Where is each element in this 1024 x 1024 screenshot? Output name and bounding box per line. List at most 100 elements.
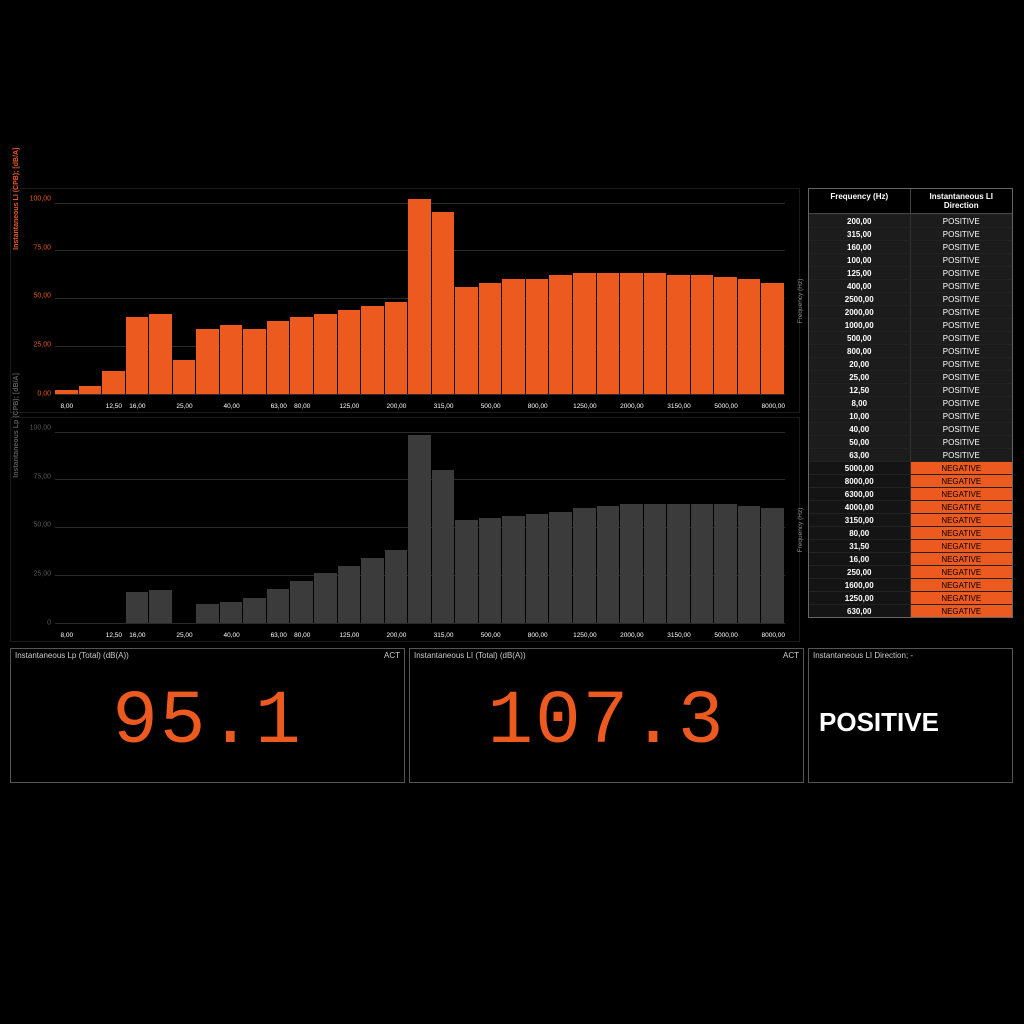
x-tick: 1250,00: [573, 632, 597, 639]
spectrum-bar: [502, 279, 525, 394]
table-row[interactable]: 16,00NEGATIVE: [809, 552, 1012, 565]
lp-spectrum-chart[interactable]: Instantaneous Lp (CPB); [dB/A] 025,0050,…: [10, 417, 800, 642]
x-tick: 63,00: [271, 632, 287, 639]
table-row[interactable]: 12,50POSITIVE: [809, 383, 1012, 396]
table-row[interactable]: 400,00POSITIVE: [809, 279, 1012, 292]
lp-total-readout[interactable]: Instantaneous Lp (Total) (dB(A)) ACT 95.…: [10, 648, 405, 783]
spectrum-bar: [102, 371, 125, 394]
spectrum-bar: [738, 279, 761, 394]
table-row[interactable]: 100,00POSITIVE: [809, 253, 1012, 266]
cell-frequency: 1000,00: [809, 318, 911, 331]
spectrum-bar: [267, 589, 290, 623]
table-row[interactable]: 2000,00POSITIVE: [809, 305, 1012, 318]
table-row[interactable]: 1250,00NEGATIVE: [809, 591, 1012, 604]
table-row[interactable]: 8000,00NEGATIVE: [809, 474, 1012, 487]
cell-frequency: 100,00: [809, 253, 911, 266]
spectrum-bar: [597, 273, 620, 394]
spectrum-bar: [691, 504, 714, 623]
cell-direction: NEGATIVE: [911, 604, 1013, 617]
spectrum-bar: [549, 512, 572, 623]
x-tick: 25,00: [176, 632, 192, 639]
table-row[interactable]: 1600,00NEGATIVE: [809, 578, 1012, 591]
spectrum-bar: [173, 360, 196, 394]
table-row[interactable]: 5000,00NEGATIVE: [809, 461, 1012, 474]
spectrum-bar: [714, 504, 737, 623]
table-row[interactable]: 630,00NEGATIVE: [809, 604, 1012, 617]
y-tick: 75,00: [33, 244, 51, 251]
cell-direction: POSITIVE: [911, 409, 1013, 422]
li-total-readout[interactable]: Instantaneous LI (Total) (dB(A)) ACT 107…: [409, 648, 804, 783]
cell-frequency: 1600,00: [809, 578, 911, 591]
direction-table[interactable]: Frequency (Hz) Instantaneous LI Directio…: [808, 188, 1013, 618]
table-header-frequency[interactable]: Frequency (Hz): [809, 189, 911, 214]
spectrum-bar: [761, 283, 784, 394]
chart-top-xticks: 8,0012,5016,0025,0040,0063,0080,00125,00…: [55, 396, 785, 410]
spectrum-bar: [644, 273, 667, 394]
li-spectrum-chart[interactable]: Instantaneous LI (CPB); [dB/A] 0,0025,00…: [10, 188, 800, 413]
li-readout-badge: ACT: [783, 651, 799, 660]
cell-frequency: 8000,00: [809, 474, 911, 487]
cell-direction: NEGATIVE: [911, 539, 1013, 552]
cell-direction: POSITIVE: [911, 383, 1013, 396]
cell-direction: POSITIVE: [911, 214, 1013, 227]
table-row[interactable]: 6300,00NEGATIVE: [809, 487, 1012, 500]
x-tick: 315,00: [434, 403, 454, 410]
spectrum-bar: [220, 325, 243, 394]
y-tick: 25,00: [33, 342, 51, 349]
spectrum-bar: [455, 287, 478, 394]
table-row[interactable]: 315,00POSITIVE: [809, 227, 1012, 240]
x-tick: 200,00: [386, 632, 406, 639]
x-tick: 12,50: [106, 403, 122, 410]
spectrum-bar: [597, 506, 620, 623]
spectrum-bar: [432, 470, 455, 623]
spectrum-bar: [290, 317, 313, 394]
table-row[interactable]: 80,00NEGATIVE: [809, 526, 1012, 539]
table-row[interactable]: 31,50NEGATIVE: [809, 539, 1012, 552]
cell-direction: POSITIVE: [911, 435, 1013, 448]
x-tick: 8,00: [60, 403, 73, 410]
spectrum-bar: [126, 317, 149, 394]
spectrum-bar: [314, 573, 337, 623]
table-row[interactable]: 200,00POSITIVE: [809, 214, 1012, 227]
chart-top-right-label: Frequency (Hz): [797, 278, 804, 323]
table-row[interactable]: 4000,00NEGATIVE: [809, 500, 1012, 513]
table-row[interactable]: 25,00POSITIVE: [809, 370, 1012, 383]
lp-readout-title: Instantaneous Lp (Total) (dB(A)): [15, 651, 129, 660]
direction-readout[interactable]: Instantaneous LI Direction; - POSITIVE: [808, 648, 1013, 783]
table-row[interactable]: 10,00POSITIVE: [809, 409, 1012, 422]
cell-frequency: 2000,00: [809, 305, 911, 318]
cell-frequency: 125,00: [809, 266, 911, 279]
cell-direction: POSITIVE: [911, 422, 1013, 435]
table-row[interactable]: 800,00POSITIVE: [809, 344, 1012, 357]
table-row[interactable]: 20,00POSITIVE: [809, 357, 1012, 370]
spectrum-bar: [526, 279, 549, 394]
lp-readout-value: 95.1: [11, 662, 404, 782]
table-row[interactable]: 125,00POSITIVE: [809, 266, 1012, 279]
spectrum-bar: [79, 386, 102, 394]
spectrum-bar: [432, 212, 455, 394]
table-row[interactable]: 1000,00POSITIVE: [809, 318, 1012, 331]
table-row[interactable]: 63,00POSITIVE: [809, 448, 1012, 461]
x-tick: 8000,00: [761, 632, 785, 639]
table-row[interactable]: 8,00POSITIVE: [809, 396, 1012, 409]
table-row[interactable]: 2500,00POSITIVE: [809, 292, 1012, 305]
cell-direction: NEGATIVE: [911, 526, 1013, 539]
cell-frequency: 200,00: [809, 214, 911, 227]
spectrum-bar: [314, 314, 337, 394]
cell-frequency: 500,00: [809, 331, 911, 344]
table-row[interactable]: 3150,00NEGATIVE: [809, 513, 1012, 526]
cell-direction: NEGATIVE: [911, 591, 1013, 604]
cell-direction: POSITIVE: [911, 292, 1013, 305]
spectrum-bar: [126, 592, 149, 623]
table-header-direction[interactable]: Instantaneous LI Direction: [911, 189, 1013, 214]
x-tick: 40,00: [223, 632, 239, 639]
y-tick: 0: [47, 620, 51, 627]
table-row[interactable]: 40,00POSITIVE: [809, 422, 1012, 435]
table-row[interactable]: 250,00NEGATIVE: [809, 565, 1012, 578]
cell-frequency: 10,00: [809, 409, 911, 422]
cell-frequency: 250,00: [809, 565, 911, 578]
table-row[interactable]: 160,00POSITIVE: [809, 240, 1012, 253]
table-row[interactable]: 50,00POSITIVE: [809, 435, 1012, 448]
cell-frequency: 20,00: [809, 357, 911, 370]
table-row[interactable]: 500,00POSITIVE: [809, 331, 1012, 344]
